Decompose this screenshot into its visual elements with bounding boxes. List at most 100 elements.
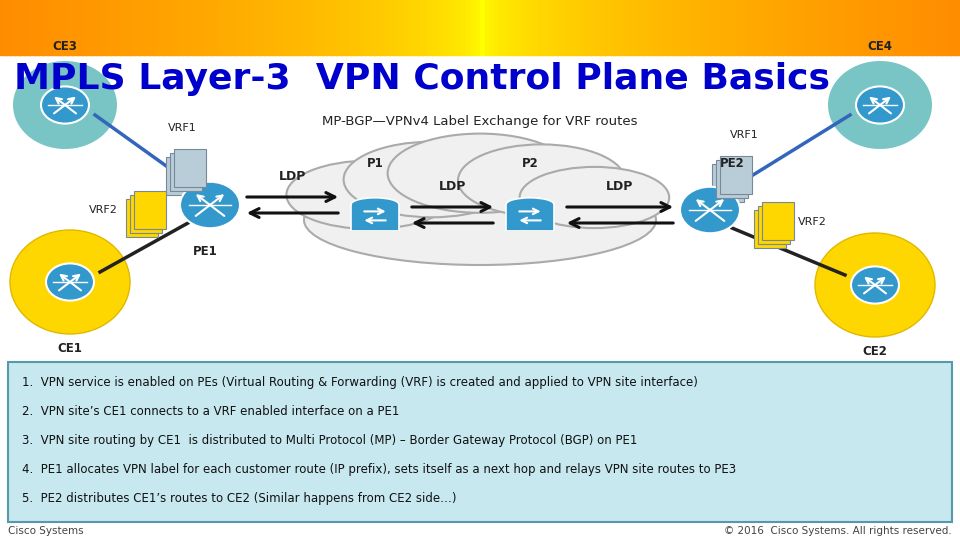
Bar bbox=[413, 0, 419, 55]
Bar bbox=[48, 0, 54, 55]
Bar bbox=[58, 0, 63, 55]
Bar bbox=[307, 0, 313, 55]
Bar bbox=[326, 0, 332, 55]
Bar bbox=[466, 0, 471, 55]
Bar bbox=[125, 0, 131, 55]
Bar bbox=[485, 0, 491, 55]
Text: 5.  PE2 distributes CE1’s routes to CE2 (Similar happens from CE2 side…): 5. PE2 distributes CE1’s routes to CE2 (… bbox=[22, 492, 457, 505]
Bar bbox=[864, 0, 870, 55]
Ellipse shape bbox=[180, 182, 240, 228]
Bar bbox=[130, 0, 135, 55]
Bar bbox=[197, 0, 203, 55]
Bar bbox=[955, 0, 960, 55]
Bar bbox=[43, 0, 49, 55]
Bar bbox=[778, 0, 783, 55]
Bar bbox=[264, 0, 270, 55]
Bar bbox=[595, 0, 601, 55]
Text: LDP: LDP bbox=[607, 180, 634, 193]
Bar bbox=[581, 0, 587, 55]
Bar bbox=[710, 0, 716, 55]
Bar bbox=[506, 205, 554, 230]
Bar bbox=[907, 0, 913, 55]
Bar bbox=[734, 0, 740, 55]
Bar bbox=[571, 0, 577, 55]
Text: 3.  VPN site routing by CE1  is distributed to Multi Protocol (MP) – Border Gate: 3. VPN site routing by CE1 is distribute… bbox=[22, 434, 637, 447]
Bar bbox=[317, 0, 323, 55]
Bar bbox=[206, 0, 212, 55]
Bar bbox=[221, 0, 227, 55]
Bar bbox=[374, 0, 380, 55]
Bar bbox=[686, 0, 692, 55]
Bar bbox=[278, 0, 284, 55]
Bar bbox=[749, 0, 755, 55]
Bar bbox=[758, 0, 764, 55]
Bar bbox=[173, 0, 179, 55]
Bar bbox=[67, 0, 73, 55]
Bar bbox=[653, 0, 659, 55]
Bar bbox=[240, 0, 246, 55]
Bar bbox=[614, 0, 620, 55]
Bar bbox=[216, 0, 222, 55]
Bar bbox=[816, 0, 822, 55]
Bar bbox=[744, 0, 750, 55]
Ellipse shape bbox=[519, 167, 669, 228]
Bar bbox=[638, 0, 644, 55]
Bar bbox=[912, 0, 918, 55]
Text: VRF2: VRF2 bbox=[798, 217, 827, 227]
Bar bbox=[389, 0, 395, 55]
Bar bbox=[91, 0, 97, 55]
Ellipse shape bbox=[344, 141, 519, 217]
Bar bbox=[10, 0, 15, 55]
Text: © 2016  Cisco Systems. All rights reserved.: © 2016 Cisco Systems. All rights reserve… bbox=[724, 526, 952, 536]
Bar bbox=[677, 0, 683, 55]
Bar bbox=[163, 0, 169, 55]
Bar bbox=[106, 0, 111, 55]
Bar bbox=[494, 0, 500, 55]
Bar bbox=[922, 0, 927, 55]
Bar bbox=[931, 0, 937, 55]
Bar bbox=[533, 0, 539, 55]
Bar bbox=[293, 0, 299, 55]
Bar bbox=[182, 0, 188, 55]
Bar bbox=[941, 0, 947, 55]
Bar bbox=[53, 0, 59, 55]
Ellipse shape bbox=[388, 133, 572, 213]
Ellipse shape bbox=[856, 86, 904, 124]
Bar bbox=[826, 0, 831, 55]
Bar bbox=[168, 0, 174, 55]
Bar bbox=[245, 0, 251, 55]
Bar bbox=[254, 0, 260, 55]
Bar bbox=[365, 0, 371, 55]
Bar bbox=[96, 0, 102, 55]
Bar bbox=[566, 0, 572, 55]
Text: VRF1: VRF1 bbox=[730, 130, 758, 140]
Text: P2: P2 bbox=[521, 157, 539, 170]
Bar bbox=[250, 0, 255, 55]
Bar bbox=[134, 0, 140, 55]
Bar bbox=[739, 0, 745, 55]
Bar bbox=[782, 0, 788, 55]
Bar bbox=[811, 0, 817, 55]
FancyBboxPatch shape bbox=[754, 210, 786, 248]
Bar bbox=[158, 0, 164, 55]
Bar bbox=[888, 0, 894, 55]
Bar bbox=[926, 0, 932, 55]
Bar bbox=[211, 0, 217, 55]
Bar bbox=[394, 0, 399, 55]
FancyBboxPatch shape bbox=[166, 157, 198, 195]
Bar bbox=[590, 0, 596, 55]
Bar bbox=[38, 0, 44, 55]
Bar bbox=[634, 0, 639, 55]
Bar bbox=[82, 0, 87, 55]
Bar bbox=[0, 0, 6, 55]
Bar bbox=[854, 0, 860, 55]
Bar bbox=[288, 0, 294, 55]
Bar bbox=[384, 0, 390, 55]
Ellipse shape bbox=[286, 160, 454, 229]
Bar bbox=[360, 0, 366, 55]
Bar bbox=[446, 0, 452, 55]
Bar bbox=[355, 0, 361, 55]
Bar bbox=[283, 0, 289, 55]
Bar bbox=[470, 0, 476, 55]
Bar bbox=[619, 0, 625, 55]
